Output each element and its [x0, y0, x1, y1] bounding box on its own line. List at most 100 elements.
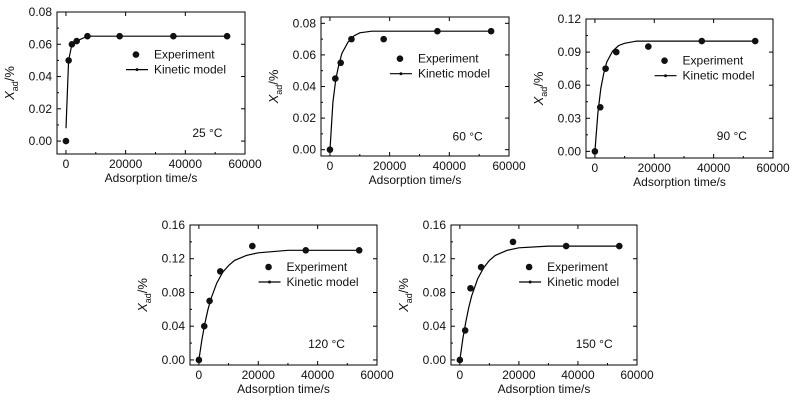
y-tick-label: 0.16 [423, 218, 447, 232]
legend-label-kinetic-model: Kinetic model [154, 63, 226, 77]
y-tick-label: 0.06 [29, 37, 53, 51]
x-tick-label: 40000 [301, 368, 335, 382]
legend-line-marker [664, 74, 668, 78]
y-tick-label: 0.04 [162, 319, 186, 333]
x-tick-label: 0 [592, 161, 599, 175]
data-point-experiment [751, 37, 759, 45]
x-tick-label: 60000 [492, 159, 526, 173]
y-tick-label: 0.12 [162, 252, 186, 266]
data-point-experiment [116, 32, 123, 40]
plot-frame [189, 224, 378, 366]
data-point-experiment [332, 75, 339, 82]
data-point-experiment [355, 247, 363, 254]
data-point-experiment [84, 32, 91, 40]
data-point-experiment [195, 356, 203, 364]
x-tick-label: 0 [196, 368, 203, 382]
x-tick-label: 40000 [169, 157, 203, 171]
data-point-experiment [302, 247, 310, 254]
data-point-experiment [216, 268, 224, 275]
plot-frame [585, 18, 774, 159]
data-point-experiment [337, 59, 344, 67]
y-tick-label: 0.09 [558, 45, 582, 59]
y-tick-label: 0.16 [162, 218, 186, 232]
y-axis-label: Xad/% [531, 71, 549, 106]
data-point-experiment [602, 65, 609, 72]
legend-label-experiment: Experiment [287, 260, 348, 274]
x-tick-label: 60000 [756, 161, 790, 175]
temperature-annotation: 90 °C [717, 129, 747, 143]
y-tick-label: 0.00 [162, 353, 186, 367]
data-point-experiment [615, 242, 623, 250]
x-tick-label: 60000 [228, 157, 262, 171]
legend-marker-experiment [396, 55, 404, 62]
legend-label-experiment: Experiment [154, 48, 215, 62]
data-point-experiment [170, 32, 177, 40]
y-tick-label: 0.08 [293, 16, 317, 30]
x-axis-label: Adsorption time/s [498, 382, 591, 396]
x-tick-label: 40000 [697, 161, 731, 175]
legend-line-marker [528, 280, 532, 284]
y-axis-label: Xad/% [2, 66, 20, 101]
x-axis-label: Adsorption time/s [237, 382, 330, 396]
x-axis-label: Adsorption time/s [105, 171, 198, 185]
data-point-experiment [65, 57, 72, 64]
data-point-experiment [562, 242, 570, 250]
legend-label-experiment: Experiment [418, 52, 479, 66]
y-tick-label: 0.02 [293, 111, 317, 125]
data-point-experiment [249, 242, 256, 250]
legend-line-marker [135, 68, 139, 72]
y-tick-label: 0.06 [293, 48, 317, 62]
data-point-experiment [467, 284, 474, 292]
data-point-experiment [62, 137, 70, 145]
data-point-experiment [645, 43, 652, 50]
series-line-kinetic-model [594, 40, 756, 152]
y-tick-label: 0.06 [558, 78, 582, 92]
y-tick-label: 0.00 [293, 143, 317, 157]
data-point-experiment [509, 238, 517, 246]
data-point-experiment [698, 37, 706, 45]
legend-marker-experiment [661, 57, 668, 64]
data-point-experiment [612, 48, 620, 56]
x-tick-label: 20000 [109, 157, 143, 171]
y-tick-label: 0.02 [29, 102, 53, 116]
x-tick-label: 60000 [620, 368, 654, 382]
y-tick-label: 0.08 [162, 285, 186, 299]
x-tick-label: 20000 [502, 368, 536, 382]
data-point-experiment [477, 263, 485, 271]
y-tick-label: 0.12 [423, 252, 447, 266]
legend-line-marker [399, 72, 403, 76]
legend-label-experiment: Experiment [683, 54, 744, 68]
legend-label-kinetic-model: Kinetic model [547, 275, 619, 289]
data-point-experiment [596, 103, 604, 111]
y-tick-label: 0.00 [423, 353, 447, 367]
x-tick-label: 60000 [360, 368, 394, 382]
x-tick-label: 0 [457, 368, 464, 382]
legend-label-kinetic-model: Kinetic model [418, 67, 490, 81]
chart-panel-1: 0 20000 40000 60000 0.00 0.02 0.04 0.06 0.08 Adso… [2, 5, 262, 185]
legend-line-marker [268, 280, 272, 284]
temperature-annotation: 25 °C [192, 126, 222, 140]
data-point-experiment [206, 297, 213, 305]
data-point-experiment [434, 27, 441, 35]
legend-label-kinetic-model: Kinetic model [683, 69, 755, 83]
y-tick-label: 0.00 [558, 144, 582, 158]
data-point-experiment [223, 32, 231, 40]
temperature-annotation: 150 °C [576, 337, 613, 351]
plot-frame [450, 224, 638, 366]
y-tick-label: 0.00 [29, 134, 53, 148]
temperature-annotation: 120 °C [308, 337, 345, 351]
x-tick-label: 40000 [433, 159, 467, 173]
data-point-experiment [487, 27, 495, 35]
legend-label-kinetic-model: Kinetic model [287, 275, 359, 289]
chart-panel-2: 0 20000 40000 60000 0.00 0.02 0.04 0.06 0.08 Adso… [266, 16, 526, 187]
data-point-experiment [326, 146, 334, 153]
y-axis-label: Xad/% [135, 278, 153, 313]
data-point-experiment [591, 148, 599, 155]
data-point-experiment [348, 35, 355, 43]
x-axis-label: Adsorption time/s [369, 173, 462, 187]
x-tick-label: 20000 [373, 159, 407, 173]
y-tick-label: 0.03 [558, 111, 582, 125]
y-tick-label: 0.08 [29, 5, 53, 19]
data-point-experiment [200, 322, 208, 330]
